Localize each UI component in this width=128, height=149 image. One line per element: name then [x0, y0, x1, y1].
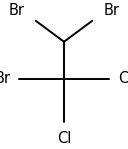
Text: Br: Br	[0, 72, 10, 86]
Text: Cl: Cl	[118, 72, 128, 86]
Text: Br: Br	[103, 3, 119, 18]
Text: Br: Br	[9, 3, 25, 18]
Text: Cl: Cl	[57, 131, 71, 146]
